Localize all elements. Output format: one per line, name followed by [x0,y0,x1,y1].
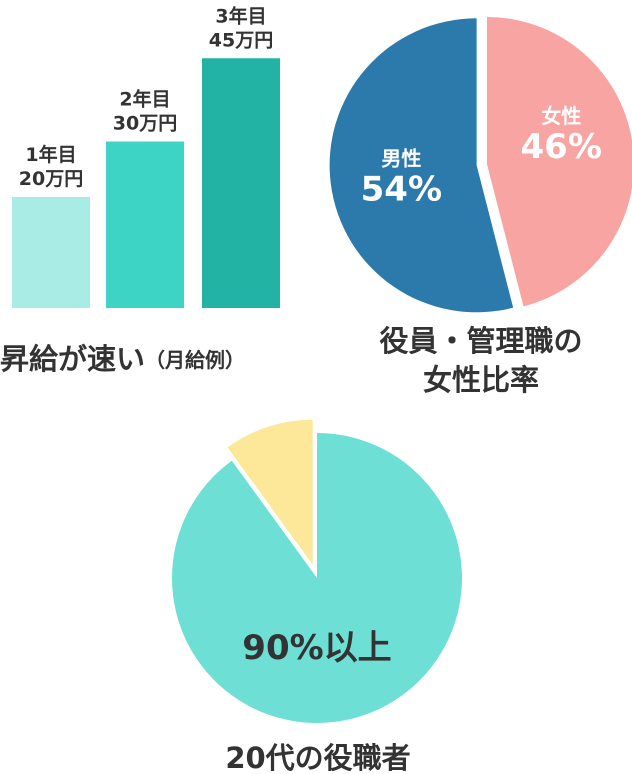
pie-slice-minor [227,419,313,565]
gender-pie-title-line-2: 女性比率 [423,363,539,397]
pie-slice-major [171,433,462,723]
bar-value-label: 30万円 [113,113,177,135]
gender-pie-title-line-1: 役員・管理職の [379,324,582,358]
bar-3 [202,58,280,308]
age-pie-chart: 90%以上 [171,419,462,723]
pie-value-male: 54% [361,169,442,209]
pie-label-female: 女性 [541,104,581,128]
bar-category-label: 1年目 [25,143,76,166]
bar-chart-title-main: 昇給が速い [0,342,145,376]
pie-slice-male [329,18,514,313]
bar-2 [106,141,184,308]
pie-slice-female [486,16,632,307]
bar-chart-title-suffix: （月給例） [145,348,245,372]
bar-category-label: 2年目 [119,88,170,111]
bar-chart-title: 昇給が速い（月給例） [0,342,245,376]
bar-category-label: 3年目 [215,4,266,27]
bar-1 [12,197,90,308]
pie-label-male: 男性 [381,146,421,170]
pie-value-female: 46% [521,127,602,167]
bar-value-label: 20万円 [19,168,83,190]
age-pie-title: 20代の役職者 [225,741,410,774]
bar-value-label: 45万円 [209,29,273,51]
pie-value-major: 90%以上 [242,628,391,668]
